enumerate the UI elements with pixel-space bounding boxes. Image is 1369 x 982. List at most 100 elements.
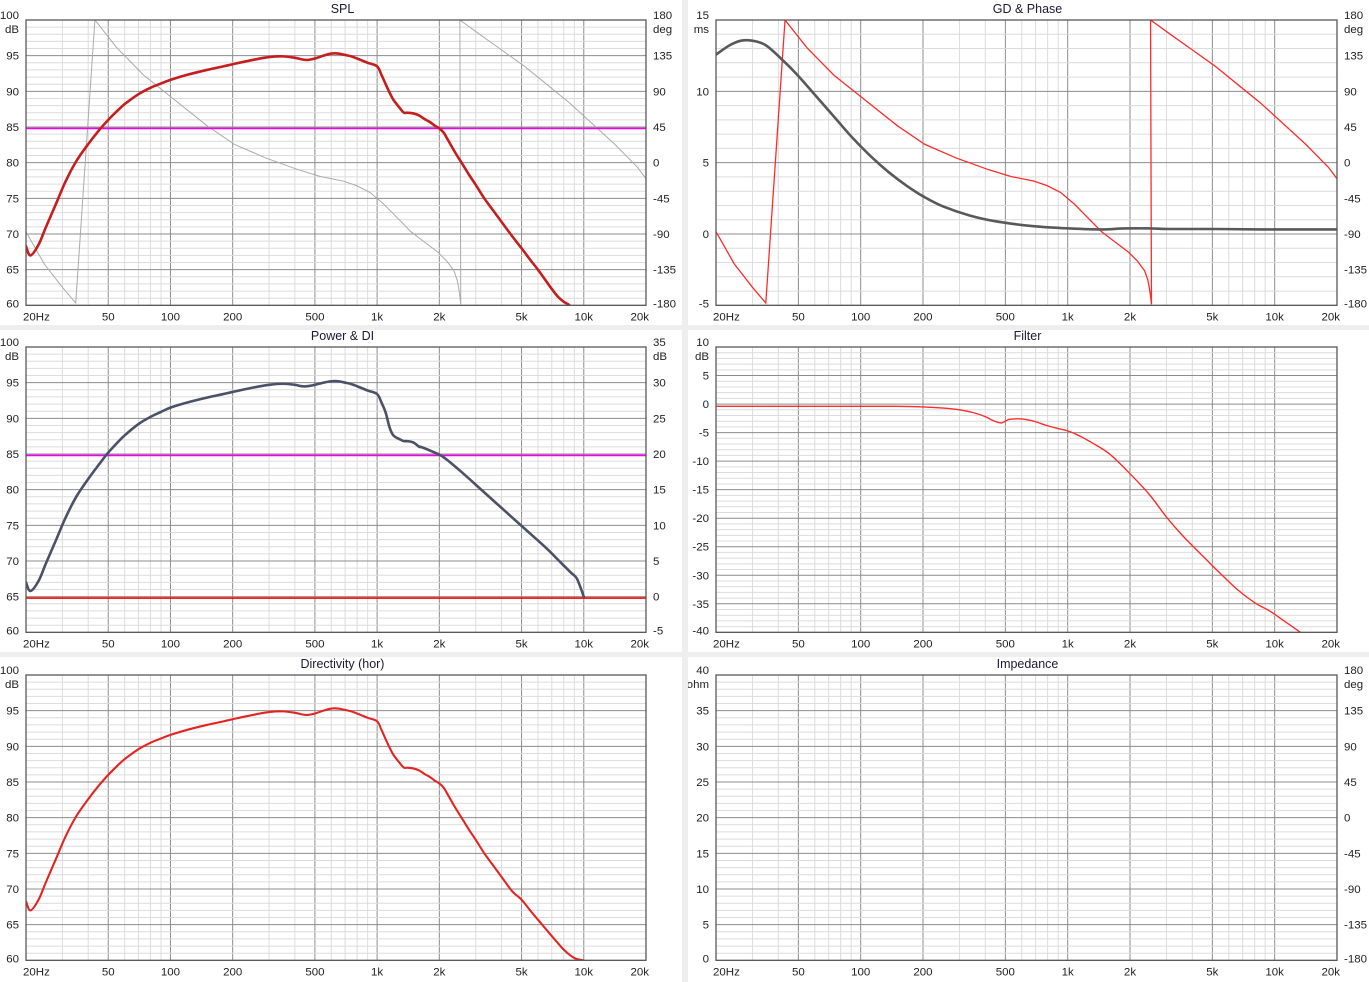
svg-text:5: 5 [703, 158, 709, 170]
svg-text:50: 50 [792, 639, 805, 651]
svg-text:90: 90 [653, 86, 666, 98]
svg-text:45: 45 [1344, 122, 1357, 134]
svg-text:20k: 20k [630, 966, 649, 978]
svg-text:-30: -30 [692, 571, 709, 583]
svg-text:70: 70 [6, 884, 19, 896]
svg-text:20Hz: 20Hz [713, 966, 740, 978]
svg-text:0: 0 [703, 229, 709, 241]
svg-text:95: 95 [6, 705, 19, 717]
svg-text:0: 0 [703, 399, 709, 411]
svg-text:dB: dB [5, 24, 19, 36]
svg-text:15: 15 [696, 10, 709, 22]
svg-text:500: 500 [996, 311, 1015, 323]
svg-text:45: 45 [653, 122, 666, 134]
svg-text:200: 200 [913, 966, 932, 978]
svg-text:dB: dB [5, 351, 19, 363]
svg-text:2k: 2k [433, 966, 445, 978]
svg-text:500: 500 [996, 639, 1015, 651]
svg-text:20k: 20k [630, 639, 649, 651]
svg-text:1k: 1k [1062, 311, 1074, 323]
svg-text:-135: -135 [1344, 265, 1367, 277]
svg-text:Impedance: Impedance [997, 657, 1059, 671]
svg-text:2k: 2k [1124, 966, 1136, 978]
svg-text:35: 35 [696, 705, 709, 717]
svg-text:25: 25 [696, 777, 709, 789]
svg-text:65: 65 [6, 265, 19, 277]
svg-text:-90: -90 [1344, 884, 1361, 896]
svg-text:100: 100 [851, 966, 870, 978]
svg-text:60: 60 [6, 953, 19, 965]
svg-text:80: 80 [6, 485, 19, 497]
svg-text:-40: -40 [692, 626, 709, 638]
svg-text:-45: -45 [1344, 193, 1361, 205]
svg-text:-135: -135 [1344, 919, 1367, 931]
svg-text:20k: 20k [630, 311, 649, 323]
svg-text:0: 0 [1344, 812, 1350, 824]
svg-text:deg: deg [653, 24, 672, 36]
svg-text:15: 15 [696, 848, 709, 860]
svg-text:10: 10 [696, 86, 709, 98]
svg-text:500: 500 [305, 966, 324, 978]
svg-text:20Hz: 20Hz [23, 311, 50, 323]
svg-text:45: 45 [1344, 777, 1357, 789]
svg-text:GD & Phase: GD & Phase [993, 2, 1062, 16]
svg-text:0: 0 [703, 953, 709, 965]
svg-text:dB: dB [695, 351, 709, 363]
svg-text:20Hz: 20Hz [23, 966, 50, 978]
svg-text:20Hz: 20Hz [23, 639, 50, 651]
svg-text:90: 90 [1344, 86, 1357, 98]
svg-text:100: 100 [161, 639, 180, 651]
svg-text:20Hz: 20Hz [713, 311, 740, 323]
svg-text:-45: -45 [653, 193, 670, 205]
svg-text:10k: 10k [575, 639, 594, 651]
svg-text:60: 60 [6, 298, 19, 310]
svg-text:135: 135 [1344, 705, 1363, 717]
svg-text:10k: 10k [1265, 639, 1284, 651]
svg-text:80: 80 [6, 158, 19, 170]
svg-text:50: 50 [792, 311, 805, 323]
svg-text:2k: 2k [1124, 311, 1136, 323]
svg-text:15: 15 [653, 485, 666, 497]
svg-text:-10: -10 [692, 456, 709, 468]
svg-text:100: 100 [161, 966, 180, 978]
svg-text:1k: 1k [1062, 966, 1074, 978]
svg-text:500: 500 [305, 639, 324, 651]
svg-text:Filter: Filter [1014, 329, 1042, 343]
svg-text:65: 65 [6, 592, 19, 604]
svg-text:5k: 5k [515, 311, 527, 323]
svg-text:5k: 5k [1206, 966, 1218, 978]
svg-text:5k: 5k [1206, 639, 1218, 651]
svg-text:75: 75 [6, 848, 19, 860]
svg-text:90: 90 [6, 741, 19, 753]
svg-text:20: 20 [653, 449, 666, 461]
svg-text:10k: 10k [575, 966, 594, 978]
svg-text:90: 90 [6, 414, 19, 426]
svg-text:10: 10 [696, 884, 709, 896]
svg-text:70: 70 [6, 229, 19, 241]
svg-text:100: 100 [0, 337, 19, 349]
svg-text:-5: -5 [699, 428, 709, 440]
svg-text:20k: 20k [1321, 966, 1340, 978]
svg-text:deg: deg [1344, 24, 1363, 36]
svg-text:ms: ms [694, 24, 710, 36]
svg-text:-180: -180 [1344, 953, 1367, 965]
svg-text:20Hz: 20Hz [713, 639, 740, 651]
svg-text:5k: 5k [1206, 311, 1218, 323]
svg-text:-180: -180 [653, 298, 676, 310]
svg-text:85: 85 [6, 449, 19, 461]
svg-text:50: 50 [102, 966, 115, 978]
svg-text:-135: -135 [653, 265, 676, 277]
svg-text:-5: -5 [699, 298, 709, 310]
svg-text:0: 0 [1344, 158, 1350, 170]
svg-text:5k: 5k [515, 639, 527, 651]
svg-text:-35: -35 [692, 599, 709, 611]
svg-text:0: 0 [653, 592, 659, 604]
svg-text:1k: 1k [371, 966, 383, 978]
svg-text:200: 200 [223, 639, 242, 651]
svg-text:95: 95 [6, 51, 19, 63]
svg-text:30: 30 [653, 378, 666, 390]
svg-text:20k: 20k [1321, 639, 1340, 651]
svg-text:10k: 10k [575, 311, 594, 323]
svg-text:0: 0 [653, 158, 659, 170]
svg-text:100: 100 [0, 665, 19, 677]
